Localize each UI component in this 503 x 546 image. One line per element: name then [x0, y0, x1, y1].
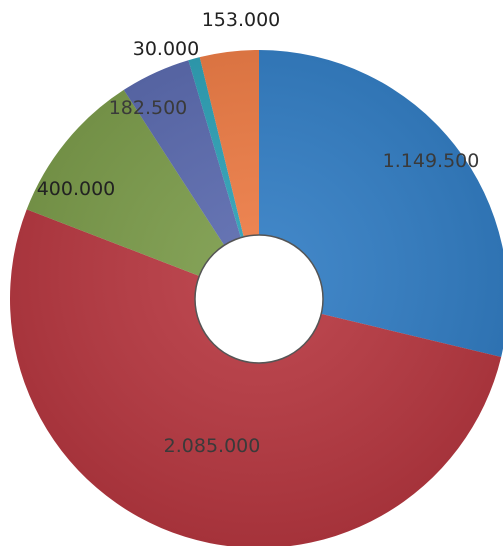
data-label-2: 2.085.000	[164, 435, 261, 457]
data-label-4: 182.500	[109, 97, 188, 119]
data-label-1: 1.149.500	[383, 150, 480, 172]
data-label-6: 153.000	[202, 9, 281, 31]
donut-hole	[194, 234, 324, 364]
data-label-5: 30.000	[133, 38, 199, 60]
data-label-3: 400.000	[37, 178, 116, 200]
